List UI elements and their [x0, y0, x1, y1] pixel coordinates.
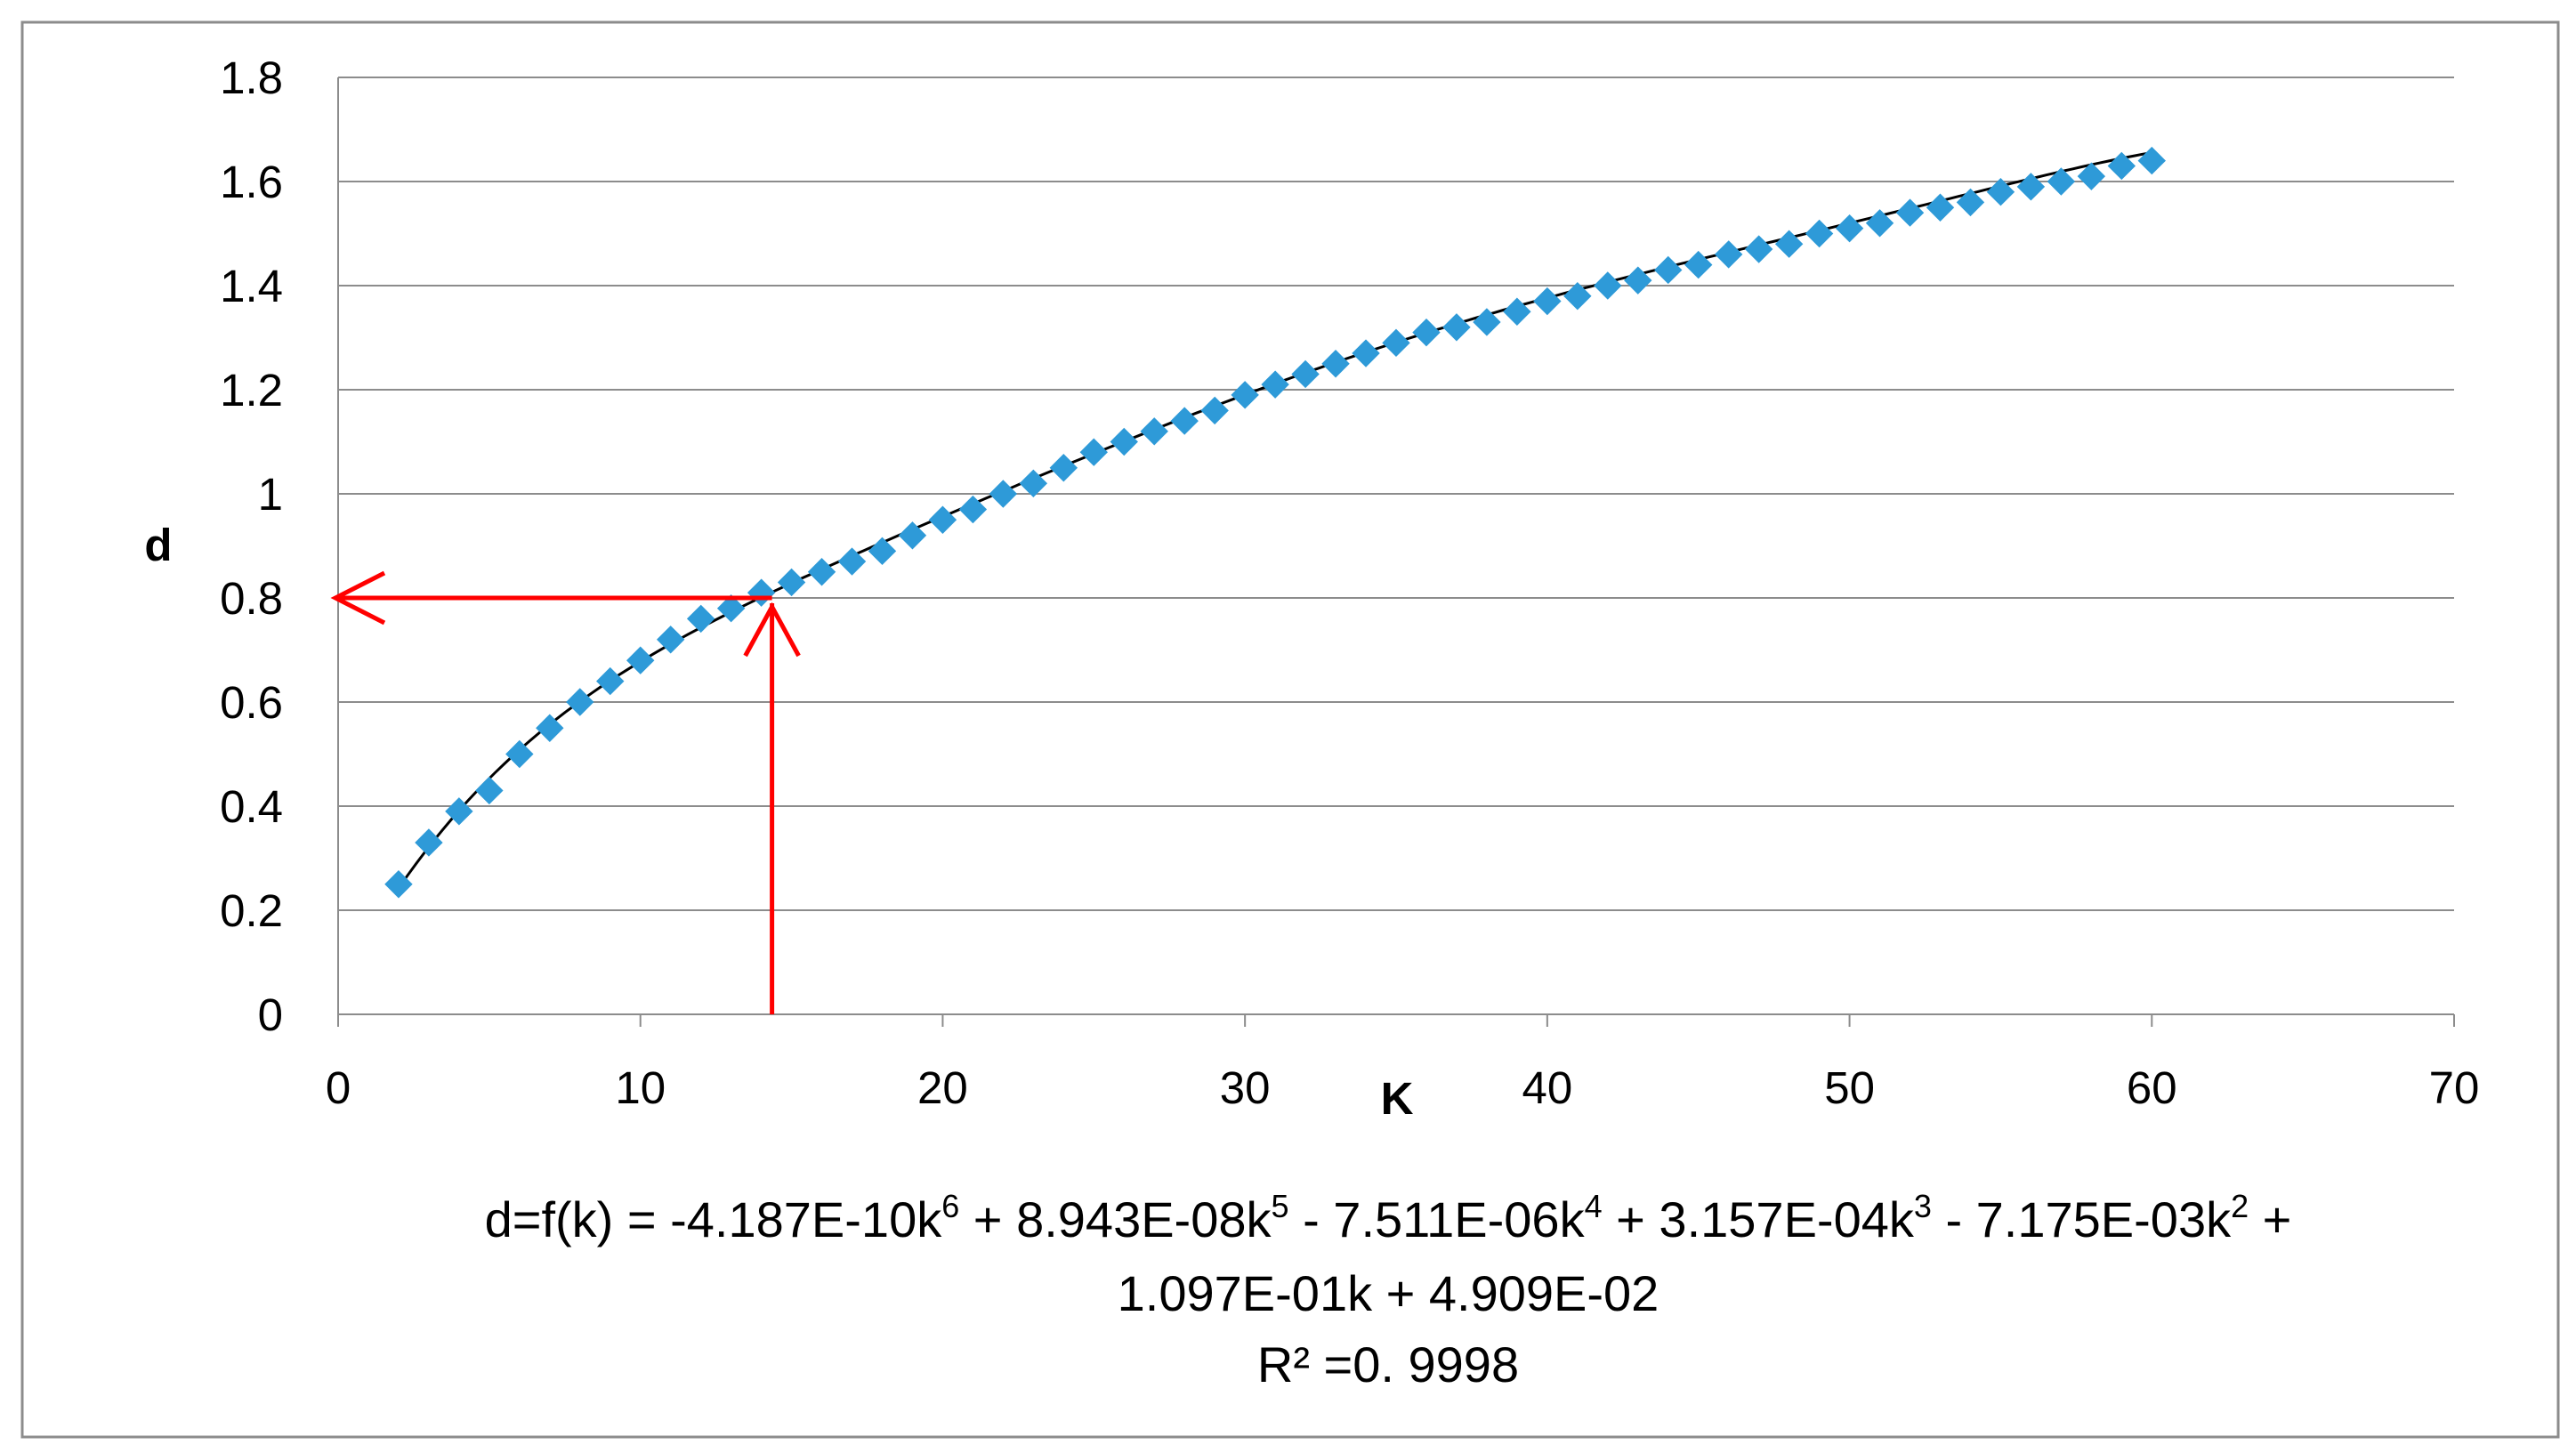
y-tick-label: 0: [258, 989, 283, 1040]
annotation-arrows: [330, 570, 801, 1014]
data-point: [1503, 297, 1531, 326]
data-point: [1170, 407, 1199, 435]
data-point: [1835, 214, 1864, 243]
data-point: [1412, 318, 1441, 347]
data-point: [566, 688, 594, 716]
data-point: [1231, 381, 1259, 409]
data-point: [1895, 198, 1925, 227]
y-tick-label: 0.6: [220, 677, 283, 728]
x-tick-label: 10: [615, 1062, 666, 1113]
x-tick-label: 50: [1824, 1062, 1875, 1113]
data-point: [837, 547, 867, 576]
data-point: [1049, 454, 1078, 482]
x-tick-label: 20: [917, 1062, 968, 1113]
data-point: [1110, 427, 1138, 456]
data-point: [1321, 350, 1350, 378]
data-point: [415, 828, 443, 857]
data-point: [716, 593, 746, 623]
y-tick-label: 1: [258, 469, 283, 520]
data-point: [2137, 146, 2166, 175]
data-point: [2047, 167, 2076, 196]
data-point: [1079, 438, 1108, 466]
data-point: [777, 568, 806, 597]
data-point: [2077, 162, 2106, 190]
data-point: [1654, 255, 1683, 285]
equation-line-2: 1.097E-01k + 4.909E-02: [1118, 1265, 1659, 1321]
data-point: [2016, 173, 2046, 201]
data-point: [1865, 209, 1894, 238]
data-point: [1714, 240, 1743, 269]
data-point: [656, 626, 685, 654]
data-point: [1352, 339, 1380, 367]
data-point: [1744, 235, 1773, 263]
data-point: [1261, 370, 1289, 399]
data-point: [1624, 266, 1652, 295]
data-point: [1986, 177, 2015, 206]
y-tick-label: 1.2: [220, 365, 283, 416]
y-tick-label: 0.2: [220, 885, 283, 936]
y-tick-labels: 0 0.2 0.4 0.6 0.8 1 1.2 1.4 1.6 1.8: [220, 52, 283, 1040]
data-point: [475, 776, 504, 805]
data-point: [2107, 151, 2136, 181]
chart-frame: [20, 20, 2560, 1439]
r-squared: R² =0. 9998: [1257, 1336, 1519, 1392]
data-point: [1805, 219, 1834, 248]
y-tick-label: 1.6: [220, 157, 283, 207]
data-point: [445, 797, 473, 826]
gridlines: [338, 77, 2454, 911]
data-point: [1019, 469, 1048, 498]
x-tick-label: 30: [1220, 1062, 1271, 1113]
data-point: [626, 646, 655, 674]
data-point: [1774, 230, 1804, 258]
vertical-arrow-head: [743, 601, 801, 658]
data-point: [1140, 417, 1168, 446]
data-point: [1442, 313, 1471, 342]
data-point: [1594, 271, 1622, 300]
y-tick-label: 0.4: [220, 781, 283, 832]
y-tick-label: 1.4: [220, 261, 283, 311]
data-point: [958, 495, 988, 524]
data-point: [1382, 328, 1410, 358]
data-point: [1956, 188, 1985, 217]
data-point: [1291, 359, 1320, 389]
x-tick-label: 60: [2127, 1062, 2177, 1113]
data-point: [536, 714, 564, 742]
data-point: [505, 739, 534, 769]
data-point: [1926, 193, 1955, 222]
x-axis-title: K: [1381, 1073, 1414, 1124]
x-tick-labels: 0 10 20 30 40 50 60 70: [326, 1062, 2480, 1113]
y-tick-label: 0.8: [220, 573, 283, 624]
data-point: [1684, 250, 1713, 279]
data-point: [596, 666, 625, 696]
data-point: [1200, 396, 1229, 425]
y-tick-label: 1.8: [220, 52, 283, 103]
x-tick-label: 70: [2429, 1062, 2480, 1113]
data-point: [868, 537, 897, 566]
data-point: [1563, 281, 1592, 311]
x-tick-label: 40: [1522, 1062, 1572, 1113]
data-point: [686, 604, 715, 634]
equation-line-1: d=f(k) = -4.187E-10k6 + 8.943E-08k5 - 7.…: [485, 1188, 2292, 1247]
x-tick-label: 0: [326, 1062, 351, 1113]
data-point: [1533, 287, 1562, 316]
data-point: [928, 505, 957, 534]
data-point: [1473, 308, 1501, 336]
data-point: [898, 521, 927, 550]
data-point: [384, 870, 413, 899]
axes: [337, 77, 2455, 1027]
horizontal-arrow-head: [330, 570, 386, 626]
data-points: [384, 146, 2166, 899]
data-point: [807, 558, 836, 586]
data-point: [989, 480, 1018, 508]
y-axis-title: d: [144, 520, 172, 570]
